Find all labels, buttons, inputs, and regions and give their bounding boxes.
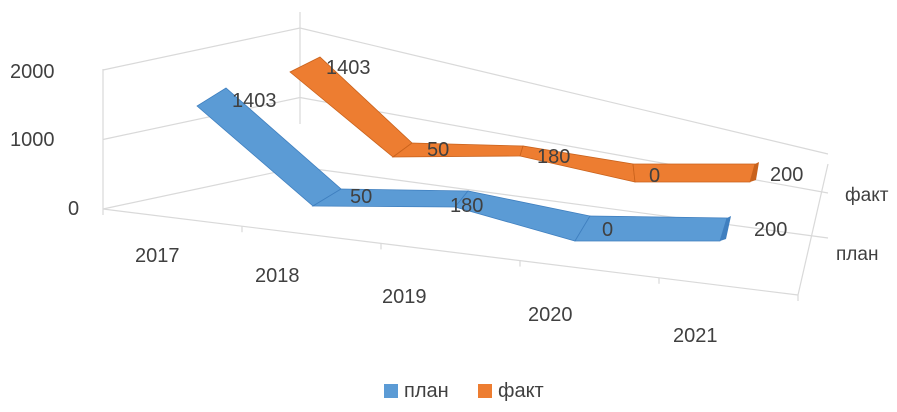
- data-label: 0: [649, 165, 660, 187]
- ribbon-segment: [574, 215, 728, 242]
- series-axis-label: план: [836, 244, 878, 265]
- data-label: 200: [770, 164, 803, 186]
- series-ribbon-plan: [196, 87, 731, 242]
- gridline: [102, 27, 829, 155]
- legend-item-label: план: [404, 380, 449, 402]
- category-tick-label: 2018: [255, 265, 300, 287]
- ribbon-end-cap: [750, 162, 759, 182]
- y-tick-label: 0: [68, 198, 79, 220]
- data-label: 1403: [326, 57, 371, 79]
- data-label: 180: [450, 195, 483, 217]
- category-axis-line: [102, 208, 799, 296]
- series-ribbon-fact: [289, 56, 759, 183]
- y-tick-label: 1000: [10, 129, 55, 151]
- category-tick-label: 2021: [673, 325, 718, 347]
- series-ribbons: [196, 56, 759, 242]
- ribbon-end-cap: [720, 216, 731, 241]
- data-label: 50: [427, 139, 449, 161]
- data-labels: 1403 50 180 0 200 1403 50 180 0 200: [232, 57, 803, 241]
- category-tick-label: 2019: [382, 286, 427, 308]
- data-label: 200: [754, 219, 787, 241]
- series-axis-line: [797, 163, 829, 296]
- series-axis-label: факт: [845, 185, 889, 206]
- legend-item-label: факт: [498, 380, 544, 402]
- category-tick-label: 2017: [135, 245, 180, 267]
- ribbon-segment: [391, 142, 524, 158]
- legend-swatch: [384, 384, 398, 398]
- data-label: 0: [602, 219, 613, 241]
- data-label: 180: [537, 146, 570, 168]
- data-label: 1403: [232, 90, 277, 112]
- legend-swatch: [478, 384, 492, 398]
- y-tick-label: 2000: [10, 61, 55, 83]
- ribbon-segment: [311, 188, 469, 208]
- category-tick-label: 2020: [528, 304, 573, 326]
- legend: план факт: [384, 380, 544, 402]
- data-label: 50: [350, 186, 372, 208]
